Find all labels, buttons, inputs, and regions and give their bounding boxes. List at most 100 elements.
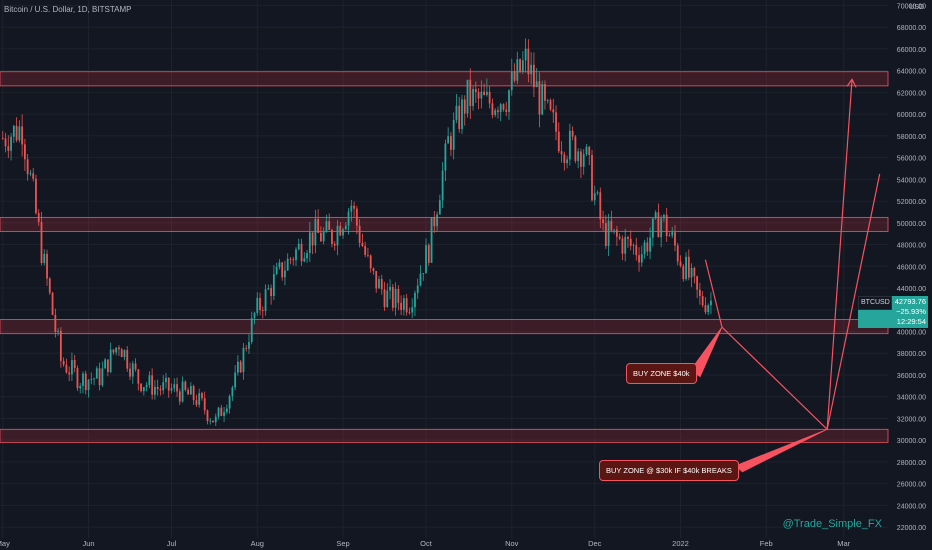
candle-body xyxy=(206,410,209,422)
candle-body xyxy=(184,381,187,390)
buy-zone-30k-callout[interactable]: BUY ZONE @ $30k IF $40k BREAKS xyxy=(599,460,739,481)
candle-body xyxy=(295,249,297,261)
price-zone xyxy=(0,71,889,87)
candle-body xyxy=(267,288,270,290)
candle-body xyxy=(502,104,505,110)
candle-body xyxy=(212,420,214,423)
time-tick-label: Jun xyxy=(82,539,94,548)
candle-body xyxy=(306,252,308,259)
candle-body xyxy=(505,109,508,112)
candle-body xyxy=(391,286,394,308)
price-tick-label: 60000.00 xyxy=(897,112,926,119)
candle-body xyxy=(297,243,300,250)
candle-body xyxy=(544,84,546,101)
time-tick-label: Oct xyxy=(420,539,433,548)
candle-body xyxy=(469,79,472,107)
candle-body xyxy=(599,192,602,220)
candle-body xyxy=(15,125,18,141)
time-axis[interactable]: May Jun Jul Aug Sep Oct Nov Dec 2022 Feb Mar xyxy=(0,539,851,548)
candle-body xyxy=(62,360,65,365)
candle-body xyxy=(707,305,710,313)
candle-body xyxy=(76,368,79,389)
candle-body xyxy=(494,110,497,116)
candle-body xyxy=(106,359,109,373)
price-axis[interactable]: 22000.00 24000.00 26000.00 28000.00 30000.00… xyxy=(897,3,926,532)
candle-body xyxy=(339,225,342,236)
candle-body xyxy=(317,219,320,233)
candle-body xyxy=(433,217,436,227)
candle-body xyxy=(154,386,156,395)
candle-body xyxy=(671,232,674,236)
candle-body xyxy=(195,400,198,405)
price-tick-label: 68000.00 xyxy=(897,25,926,32)
candle-body xyxy=(59,330,62,361)
candle-body xyxy=(189,386,192,395)
candle-body xyxy=(560,151,563,155)
candle-body xyxy=(237,361,239,373)
candle-body xyxy=(663,214,665,219)
candle-body xyxy=(533,64,535,88)
candle-body xyxy=(627,237,629,239)
candle-body xyxy=(176,384,178,392)
chart-title: Bitcoin / U.S. Dollar, 1D, BITSTAMP xyxy=(4,5,132,14)
price-tick-label: 40000.00 xyxy=(897,329,926,336)
candle-body xyxy=(131,363,134,377)
price-tick-label: 52000.00 xyxy=(897,199,926,206)
candle-body xyxy=(220,407,223,416)
candle-body xyxy=(104,359,107,369)
price-tick-label: 56000.00 xyxy=(897,156,926,163)
candle-body xyxy=(225,408,228,413)
candle-body xyxy=(93,378,95,380)
candle-body xyxy=(261,310,264,311)
candle-body xyxy=(552,109,555,113)
candle-body xyxy=(137,369,140,384)
candle-body xyxy=(580,151,582,167)
candle-body xyxy=(29,173,32,175)
buy-zone-40k-callout[interactable]: BUY ZONE $40k xyxy=(626,363,697,384)
candle-body xyxy=(400,302,403,310)
candle-body xyxy=(272,274,275,297)
candle-body xyxy=(640,254,643,263)
candle-body xyxy=(82,373,84,386)
price-tick-label: 48000.00 xyxy=(897,243,926,250)
candle-body xyxy=(638,255,640,263)
candle-body xyxy=(35,178,37,214)
candle-body xyxy=(167,377,170,391)
price-tick-label: 28000.00 xyxy=(897,460,926,467)
candle-body xyxy=(142,387,145,392)
price-zone xyxy=(0,216,889,232)
time-tick-label: Mar xyxy=(837,539,850,548)
candle-body xyxy=(530,64,533,75)
candle-body xyxy=(593,193,596,201)
candle-body xyxy=(651,218,654,238)
candle-body xyxy=(389,286,391,291)
candle-body xyxy=(698,289,701,297)
candle-body xyxy=(438,200,441,215)
time-tick-label: Dec xyxy=(588,539,602,548)
candle-body xyxy=(256,297,259,313)
candle-body xyxy=(170,388,173,391)
candle-body xyxy=(367,254,369,256)
price-tick-label: 66000.00 xyxy=(897,47,926,54)
candle-body xyxy=(270,288,273,297)
candle-body xyxy=(209,420,212,422)
candle-body xyxy=(71,360,73,375)
last-price-value: 42793.76 xyxy=(894,297,926,306)
symbol-badge: BTCUSD xyxy=(858,296,892,310)
candle-body xyxy=(148,375,151,386)
candle-body xyxy=(145,385,148,388)
candle-body xyxy=(463,99,466,114)
candle-body xyxy=(524,48,527,61)
candle-body xyxy=(319,232,322,242)
candle-body xyxy=(577,151,580,162)
candle-body xyxy=(23,144,26,160)
price-tick-label: 62000.00 xyxy=(897,90,926,97)
candle-body xyxy=(693,268,696,277)
last-price-change: −25.93% xyxy=(896,307,926,316)
candle-body xyxy=(483,91,486,95)
candle-body xyxy=(480,91,483,99)
candle-body xyxy=(485,91,488,95)
candle-body xyxy=(538,81,541,115)
candle-body xyxy=(541,84,544,115)
